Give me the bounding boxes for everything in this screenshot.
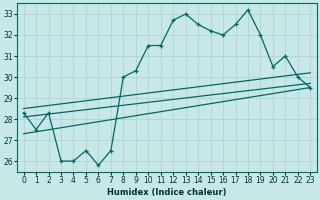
X-axis label: Humidex (Indice chaleur): Humidex (Indice chaleur) [107,188,227,197]
